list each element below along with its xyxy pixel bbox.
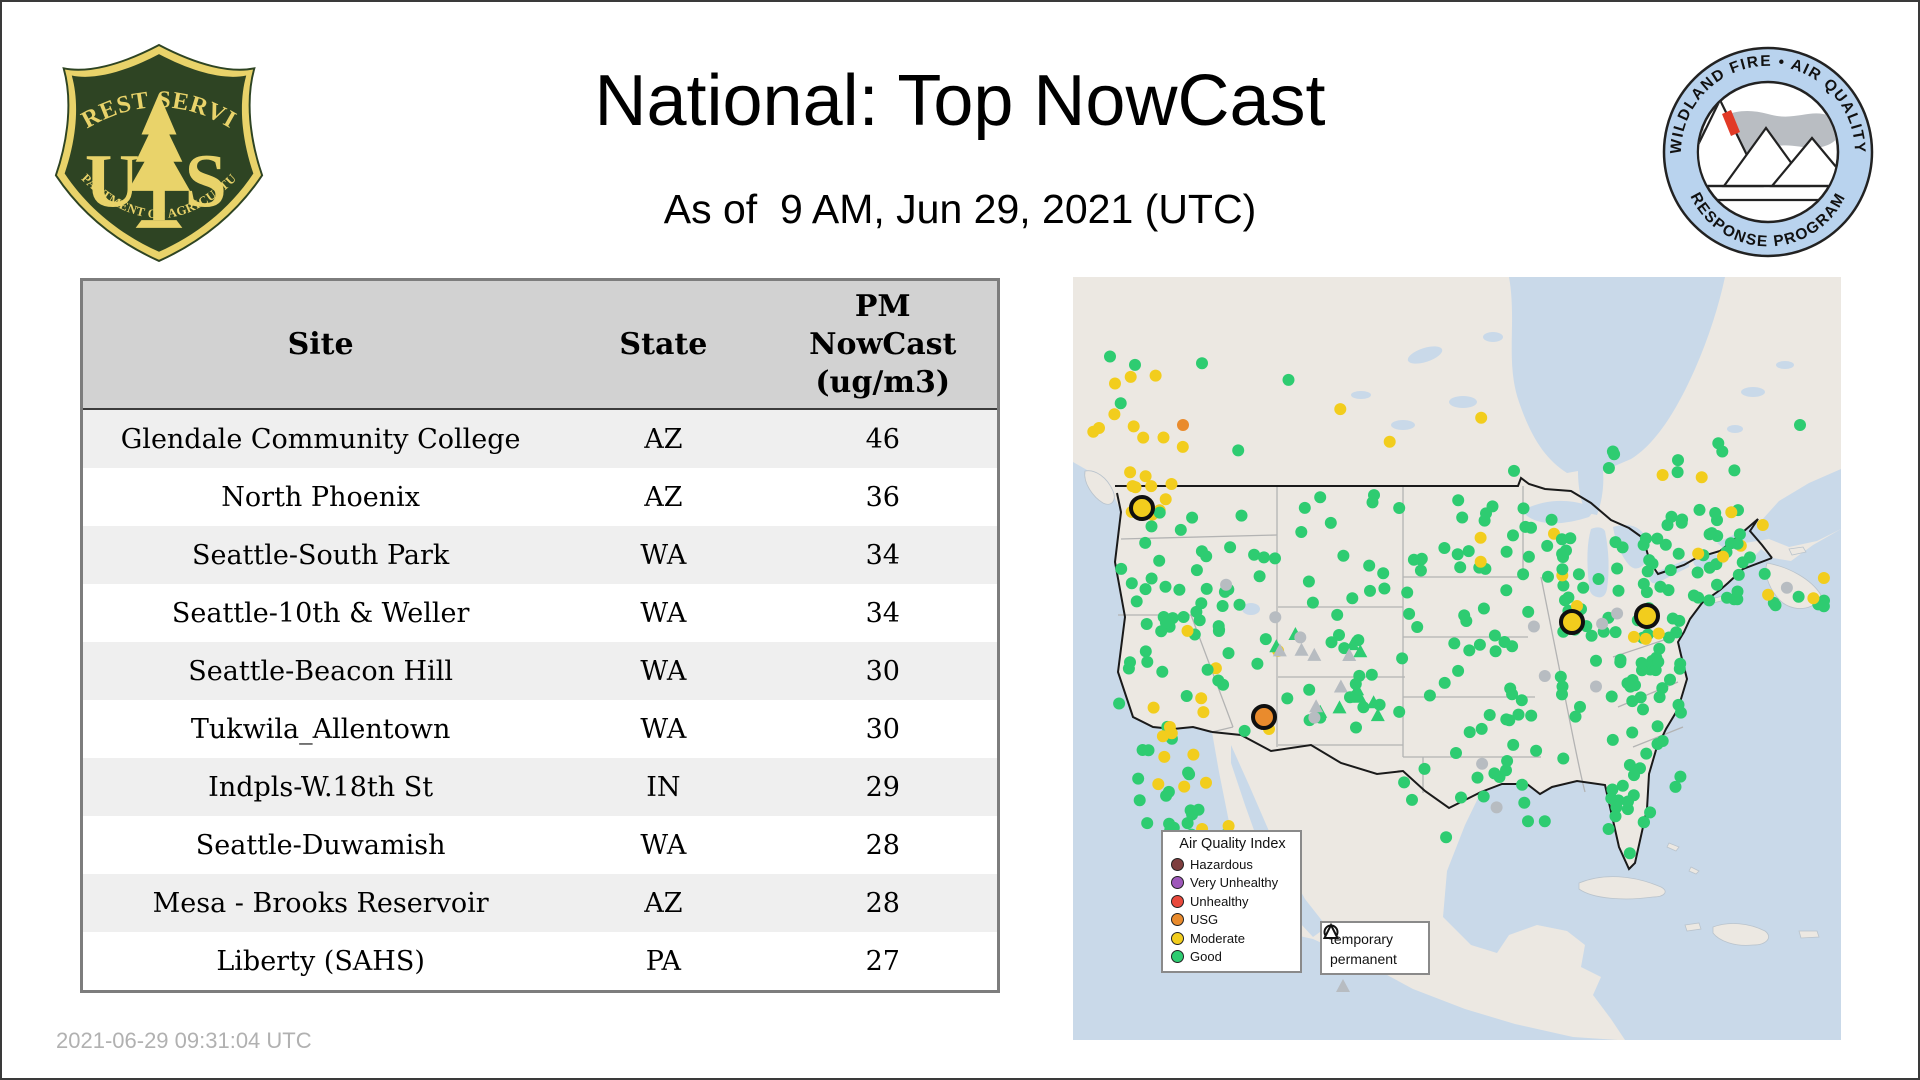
wfaqrp-badge-icon: WILDLAND FIRE • AIR QUALITY RESPONSE PRO…: [1662, 46, 1874, 258]
aqi-legend-title: Air Quality Index: [1179, 836, 1286, 852]
page-title: National: Top NowCast: [594, 61, 1326, 141]
table-row: Mesa - Brooks Reservoir AZ 28: [81, 874, 999, 932]
cell-site: Seattle-10th & Weller: [171, 597, 470, 629]
aqi-legend: Air Quality Index Hazardous Very Unhealth…: [1161, 830, 1302, 973]
cell-state: AZ: [644, 481, 683, 513]
cell-state: WA: [640, 655, 687, 687]
table-row: Seattle-Duwamish WA 28: [81, 816, 999, 874]
cell-site: Seattle-South Park: [191, 539, 450, 571]
column-header-state: State: [558, 279, 769, 410]
marker-type-legend: temporary permanent: [1320, 921, 1430, 975]
cell-site: Seattle-Duwamish: [195, 829, 446, 861]
cell-site: Tukwila_Allentown: [190, 713, 451, 745]
aqi-legend-label: Moderate: [1190, 930, 1245, 946]
wfaqrp-logo: WILDLAND FIRE • AIR QUALITY RESPONSE PRO…: [1660, 44, 1876, 260]
table-row: Glendale Community College AZ 46: [81, 409, 999, 468]
aqi-legend-item: Unhealthy: [1171, 892, 1294, 911]
cell-state: IN: [646, 771, 681, 803]
aqi-legend-item: Good: [1171, 948, 1294, 967]
table-row: Seattle-South Park WA 34: [81, 526, 999, 584]
cell-value: 30: [865, 713, 900, 745]
forest-service-letter-s: S: [185, 139, 227, 223]
aqi-legend-item: USG: [1171, 911, 1294, 930]
cell-value: 34: [865, 539, 900, 571]
forest-service-logo: FOREST SERVICE U S DEPARTMENT OF AGRICUL…: [42, 18, 266, 266]
table-body: Glendale Community College AZ 46 North Phoe…: [81, 409, 999, 992]
generation-timestamp: 2021-06-29 09:31:04 UTC: [56, 1028, 312, 1053]
cell-value: 30: [865, 655, 900, 687]
table-row: Indpls-W.18th St IN 29: [81, 758, 999, 816]
very_unhealthy-swatch-icon: [1171, 876, 1184, 890]
cell-state: WA: [640, 713, 687, 745]
aqi-legend-label: Hazardous: [1190, 856, 1253, 872]
monitor-dots-layer: [1087, 350, 1830, 992]
column-header-pm-nowcast: PM NowCast (ug/m3): [768, 279, 999, 410]
cell-state: AZ: [644, 887, 683, 919]
cell-state: AZ: [644, 423, 683, 455]
column-header-site: Site: [81, 279, 559, 410]
top-nowcast-table: Site State PM NowCast (ug/m3) Glendale C…: [80, 278, 1000, 993]
pine-tree-icon: [127, 93, 191, 228]
cell-site: Glendale Community College: [120, 423, 521, 455]
cell-value: 46: [865, 423, 900, 455]
cell-state: WA: [640, 829, 687, 861]
cell-value: 28: [865, 829, 900, 861]
aqi-legend-label: Unhealthy: [1190, 893, 1249, 909]
national-aqi-map: Air Quality Index Hazardous Very Unhealth…: [1073, 277, 1841, 1040]
permanent-label: permanent: [1330, 951, 1397, 967]
aqi-legend-label: USG: [1190, 912, 1219, 928]
cell-site: Mesa - Brooks Reservoir: [152, 887, 489, 919]
table-row: North Phoenix AZ 36: [81, 468, 999, 526]
cell-site: Indpls-W.18th St: [208, 771, 434, 803]
cell-site: Liberty (SAHS): [216, 945, 425, 977]
aqi-legend-label: Very Unhealthy: [1190, 875, 1279, 891]
cell-value: 36: [865, 481, 900, 513]
cell-value: 28: [865, 887, 900, 919]
page-subtitle: As of 9 AM, Jun 29, 2021 (UTC): [663, 186, 1257, 232]
aqi-legend-label: Good: [1190, 949, 1222, 965]
usg-swatch-icon: [1171, 913, 1184, 927]
forest-service-shield-icon: FOREST SERVICE U S DEPARTMENT OF AGRICUL…: [42, 18, 264, 263]
temporary-label: temporary: [1330, 931, 1394, 947]
hazardous-swatch-icon: [1171, 857, 1184, 871]
cell-value: 29: [865, 771, 900, 803]
forest-service-letter-u: U: [85, 139, 140, 223]
permanent-triangle-icon: [1322, 923, 1340, 939]
table-row: Seattle-10th & Weller WA 34: [81, 584, 999, 642]
table-header: Site State PM NowCast (ug/m3): [81, 279, 999, 410]
cell-value: 27: [865, 945, 900, 977]
cell-state: WA: [640, 539, 687, 571]
table-row: Liberty (SAHS) PA 27: [81, 932, 999, 992]
fire-mark-icon: [1722, 110, 1740, 136]
good-swatch-icon: [1171, 950, 1184, 964]
moderate-swatch-icon: [1171, 931, 1184, 945]
unhealthy-swatch-icon: [1171, 894, 1184, 908]
cell-site: North Phoenix: [221, 481, 420, 513]
aqi-legend-item: Moderate: [1171, 929, 1294, 948]
cell-state: WA: [640, 597, 687, 629]
table-row: Seattle-Beacon Hill WA 30: [81, 642, 999, 700]
aqi-legend-item: Very Unhealthy: [1171, 874, 1294, 893]
cell-value: 34: [865, 597, 900, 629]
aqi-legend-items: Hazardous Very Unhealthy Unhealthy USG Moder…: [1171, 855, 1294, 966]
cell-site: Seattle-Beacon Hill: [188, 655, 453, 687]
aqi-legend-item: Hazardous: [1171, 855, 1294, 874]
cell-state: PA: [645, 945, 681, 977]
table-row: Tukwila_Allentown WA 30: [81, 700, 999, 758]
